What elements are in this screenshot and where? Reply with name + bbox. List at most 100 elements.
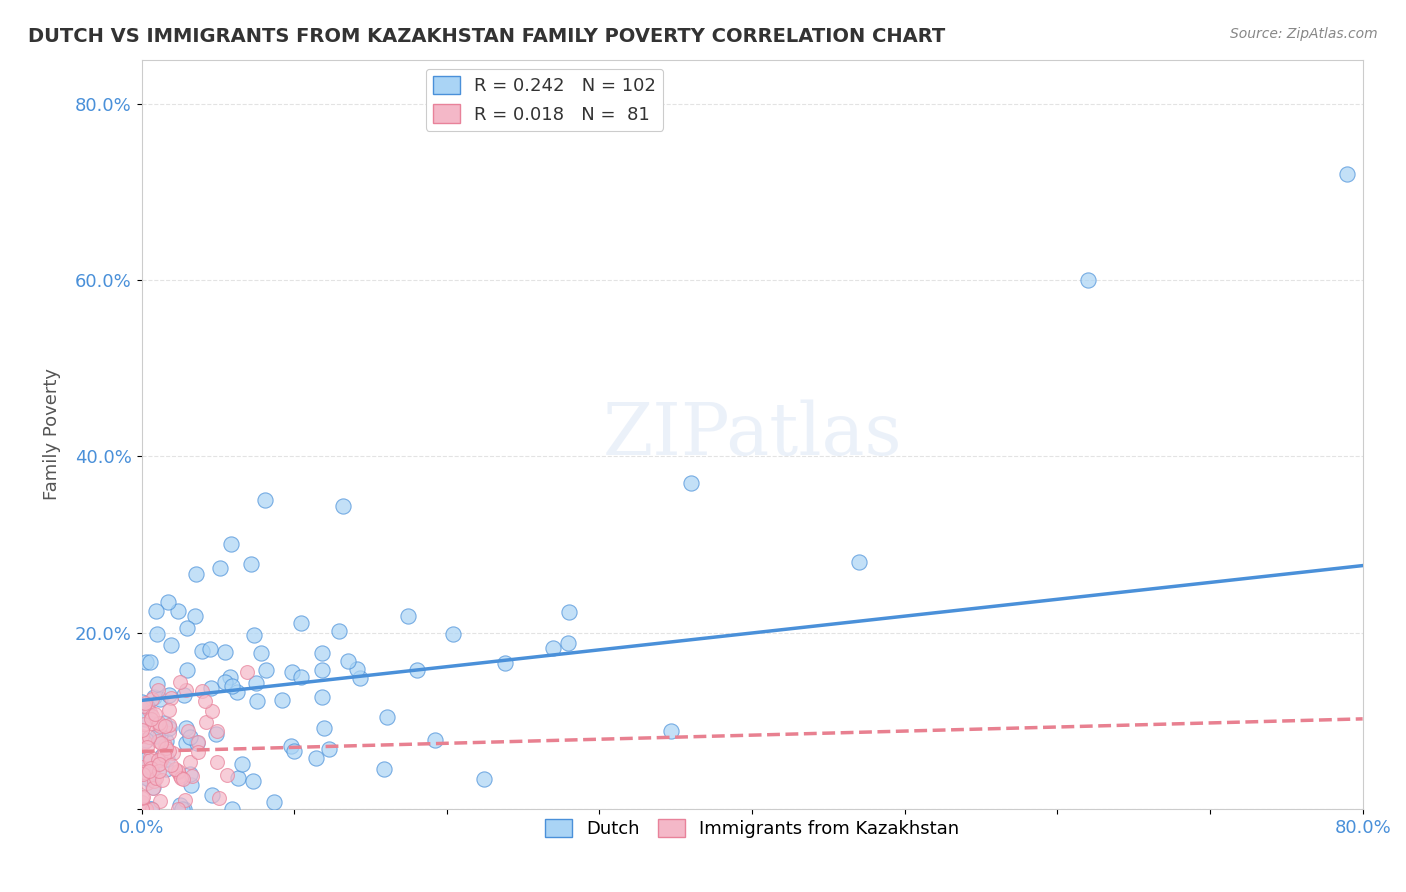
Point — [557, 636, 579, 650]
Point — [134, 713, 156, 727]
Point — [136, 771, 159, 785]
Point — [157, 744, 180, 758]
Point — [541, 641, 564, 656]
Text: ZIPatlas: ZIPatlas — [602, 399, 901, 469]
Point — [191, 684, 214, 698]
Point — [558, 605, 581, 619]
Point — [131, 729, 153, 743]
Point — [184, 567, 207, 582]
Point — [201, 789, 224, 803]
Point — [150, 748, 173, 763]
Point — [215, 768, 238, 782]
Point — [240, 557, 263, 571]
Point — [311, 663, 333, 677]
Point — [312, 721, 335, 735]
Point — [139, 802, 162, 816]
Point — [146, 730, 169, 744]
Point — [848, 555, 870, 569]
Point — [148, 717, 170, 731]
Point — [132, 699, 155, 714]
Point — [311, 690, 333, 704]
Point — [328, 624, 350, 638]
Point — [219, 537, 242, 551]
Point — [200, 681, 222, 695]
Point — [132, 717, 155, 731]
Point — [148, 682, 170, 697]
Point — [131, 760, 153, 774]
Point — [396, 609, 419, 624]
Point — [148, 757, 170, 772]
Point — [138, 760, 160, 774]
Point — [167, 764, 190, 779]
Point — [145, 771, 167, 785]
Point — [146, 753, 169, 767]
Point — [311, 646, 333, 660]
Point — [198, 641, 221, 656]
Point — [157, 726, 180, 740]
Point — [170, 802, 193, 816]
Point — [283, 744, 305, 758]
Point — [1077, 273, 1099, 287]
Point — [472, 772, 495, 786]
Point — [194, 694, 217, 708]
Point — [131, 802, 153, 816]
Point — [150, 736, 173, 750]
Point — [207, 756, 229, 770]
Point — [187, 735, 209, 749]
Point — [162, 747, 184, 761]
Point — [208, 791, 231, 805]
Point — [177, 724, 200, 739]
Point — [145, 604, 167, 618]
Point — [138, 655, 160, 669]
Point — [138, 764, 160, 779]
Point — [143, 690, 166, 704]
Point — [138, 705, 160, 719]
Point — [318, 742, 340, 756]
Point — [184, 608, 207, 623]
Point — [173, 802, 195, 816]
Point — [218, 669, 240, 683]
Point — [132, 767, 155, 781]
Point — [139, 753, 162, 767]
Point — [254, 492, 277, 507]
Point — [494, 656, 516, 670]
Point — [169, 798, 191, 813]
Point — [441, 627, 464, 641]
Point — [150, 773, 173, 788]
Point — [136, 740, 159, 755]
Point — [167, 802, 190, 816]
Point — [157, 718, 180, 732]
Point — [405, 664, 427, 678]
Point — [148, 764, 170, 778]
Point — [134, 735, 156, 749]
Point — [143, 774, 166, 789]
Point — [146, 627, 169, 641]
Point — [131, 791, 153, 805]
Point — [135, 802, 157, 816]
Point — [659, 723, 682, 738]
Point — [179, 755, 201, 769]
Point — [131, 795, 153, 809]
Point — [231, 757, 253, 772]
Point — [172, 772, 194, 787]
Point — [135, 802, 157, 816]
Point — [246, 694, 269, 708]
Point — [139, 712, 162, 726]
Point — [157, 703, 180, 717]
Point — [254, 663, 277, 677]
Point — [157, 595, 180, 609]
Point — [174, 735, 197, 749]
Point — [159, 638, 181, 652]
Point — [153, 719, 176, 733]
Point — [263, 796, 285, 810]
Point — [152, 747, 174, 761]
Point — [136, 700, 159, 714]
Point — [349, 671, 371, 685]
Point — [375, 710, 398, 724]
Point — [153, 715, 176, 730]
Point — [148, 718, 170, 732]
Point — [157, 722, 180, 736]
Point — [332, 499, 354, 513]
Point — [141, 709, 163, 723]
Point — [226, 684, 249, 698]
